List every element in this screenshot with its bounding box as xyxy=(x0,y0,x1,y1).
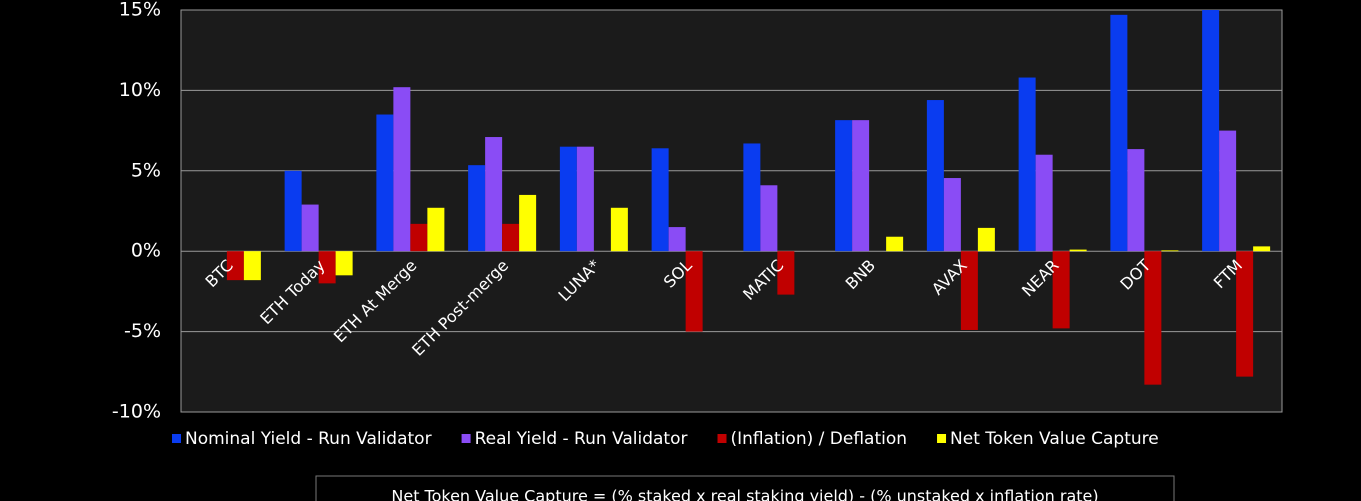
bar xyxy=(1069,249,1087,252)
bar xyxy=(685,251,703,332)
bar xyxy=(410,223,428,252)
y-tick-label: 0% xyxy=(131,240,161,262)
bar xyxy=(886,236,904,252)
bar xyxy=(668,227,686,252)
bar xyxy=(777,251,795,295)
legend-label: Nominal Yield - Run Validator xyxy=(185,429,432,449)
bar xyxy=(960,251,978,330)
bar xyxy=(1110,14,1128,252)
bar xyxy=(1219,130,1237,252)
bar xyxy=(610,207,628,252)
bar xyxy=(977,227,995,252)
bar xyxy=(1161,250,1179,252)
bar xyxy=(376,114,394,252)
bar xyxy=(760,185,778,252)
bar xyxy=(427,207,445,252)
bar xyxy=(393,87,411,252)
bar xyxy=(318,251,336,284)
bar xyxy=(1202,10,1220,252)
bar xyxy=(335,251,353,276)
y-tick-label: 15% xyxy=(119,0,161,21)
bar xyxy=(1035,154,1053,252)
bar xyxy=(1018,77,1036,252)
bar xyxy=(485,137,503,252)
legend-swatch xyxy=(172,434,181,443)
y-tick-label: 5% xyxy=(131,159,161,181)
bar xyxy=(1236,251,1254,377)
legend-label: Real Yield - Run Validator xyxy=(475,429,688,449)
bar xyxy=(284,170,302,252)
y-tick-label: -10% xyxy=(112,401,161,423)
bar xyxy=(926,100,944,252)
bar xyxy=(559,146,577,252)
bar xyxy=(576,146,594,252)
legend-label: (Inflation) / Deflation xyxy=(731,429,908,449)
bar xyxy=(1144,251,1162,385)
annotation: Net Token Value Capture = (% staked x re… xyxy=(391,487,1098,501)
legend-swatch xyxy=(717,434,727,443)
note-box xyxy=(315,475,1175,501)
y-tick-label: 10% xyxy=(119,79,161,101)
bar xyxy=(502,223,520,252)
legend-label: Net Token Value Capture xyxy=(950,429,1159,449)
legend-swatch xyxy=(461,434,471,443)
y-tick-label: -5% xyxy=(124,320,161,342)
bar xyxy=(226,251,244,281)
plot-area xyxy=(180,9,1283,413)
bar xyxy=(943,178,961,252)
bar xyxy=(1127,149,1145,252)
bar xyxy=(301,204,319,252)
bar xyxy=(835,120,853,252)
bar xyxy=(1253,246,1271,252)
bar xyxy=(852,120,870,252)
bar xyxy=(519,194,537,252)
bar xyxy=(651,148,669,252)
bar xyxy=(743,143,761,252)
bar xyxy=(1052,251,1070,329)
bar xyxy=(243,251,261,281)
bar xyxy=(468,165,486,252)
legend-swatch xyxy=(937,434,947,443)
